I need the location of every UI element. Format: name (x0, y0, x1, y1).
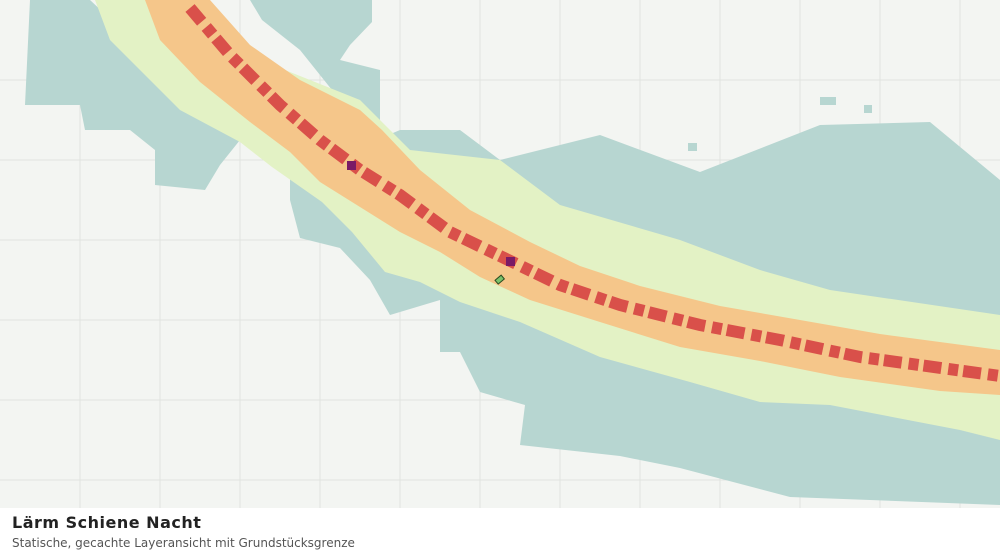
noise-hotspot (506, 257, 515, 266)
noise-map (0, 0, 1000, 508)
subtitle: Statische, gecachte Layeransicht mit Gru… (12, 536, 355, 550)
noise-zone-very-high (185, 4, 1000, 382)
parcel-boundary (494, 274, 506, 285)
noise-hotspot (347, 161, 356, 170)
title: Lärm Schiene Nacht (12, 513, 202, 532)
noise-zone-high (145, 0, 1000, 395)
